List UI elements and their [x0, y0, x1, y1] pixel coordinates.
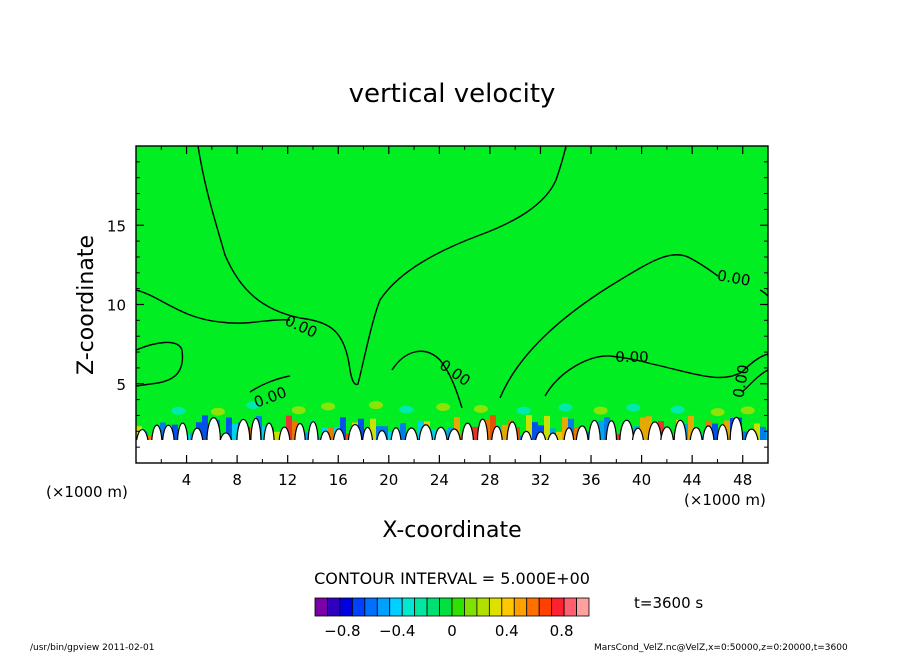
contour-line — [249, 375, 291, 393]
colorbar-swatch — [401, 597, 416, 617]
field-cell — [202, 415, 208, 455]
x-axis: 4 8 12 16 20 24 28 32 36 40 44 48 — [160, 146, 752, 489]
footer-right: MarsCond_VelZ.nc@VelZ,x=0:50000,z=0:2000… — [594, 643, 848, 653]
colorbar-swatch — [476, 597, 490, 617]
field-blob — [516, 406, 531, 415]
x-tick-label: 16 — [329, 471, 348, 489]
colorbar-swatch — [451, 597, 465, 617]
x-axis-label: X-coordinate — [382, 518, 521, 543]
field-cell — [502, 424, 508, 455]
field-blob — [399, 405, 414, 414]
field-blob — [291, 406, 306, 415]
y-tick-label: 5 — [116, 376, 126, 394]
field-cell — [370, 418, 376, 455]
colorbar-tick-label: −0.8 — [324, 622, 360, 640]
contour-line — [136, 341, 184, 387]
field-blob — [321, 402, 336, 411]
colorbar-swatch — [526, 597, 540, 617]
field-blob — [210, 407, 225, 416]
field-blob — [171, 406, 186, 415]
field-blob — [436, 403, 451, 412]
footer-left: /usr/bin/gpview 2011-02-01 — [30, 643, 154, 653]
field-blob — [710, 408, 725, 417]
contour-line — [136, 289, 291, 324]
field-blob — [368, 401, 383, 410]
field-blob — [593, 406, 608, 415]
x-tick-label: 28 — [480, 471, 499, 489]
x-tick-label: 12 — [278, 471, 297, 489]
colorbar-ticks: −0.8 −0.4 0 0.4 0.8 — [324, 622, 573, 640]
colorbar-swatch — [563, 597, 577, 617]
colorbar-swatch — [501, 597, 515, 617]
field-blob — [558, 403, 573, 412]
colorbar-tick-label: −0.4 — [379, 622, 415, 640]
contour-line — [544, 355, 653, 397]
y-tick-label: 10 — [107, 297, 126, 315]
colorbar-swatch — [464, 597, 478, 617]
colorbar-swatch — [551, 597, 565, 617]
contour-label: 0.00 — [716, 266, 752, 290]
colorbar-swatch — [414, 597, 428, 617]
colorbar-tick-label: 0 — [447, 622, 457, 640]
colorbar-swatch — [538, 597, 553, 617]
x-unit-right: (×1000 m) — [684, 491, 766, 509]
x-tick-label: 44 — [683, 471, 702, 489]
field-cell — [400, 423, 406, 455]
contour-lines — [136, 146, 768, 409]
field-cell — [544, 415, 550, 455]
contour-interval-text: CONTOUR INTERVAL = 5.000E+00 — [314, 569, 590, 588]
contour-label: 0.00 — [729, 363, 753, 399]
colorbar-swatch — [576, 597, 590, 617]
x-tick-label: 32 — [531, 471, 550, 489]
colorbar-swatch — [488, 597, 503, 617]
field-background — [136, 146, 768, 463]
colorbar-swatch — [364, 597, 378, 617]
colorbar-tick-label: 0.4 — [495, 622, 519, 640]
colorbar-swatch — [513, 597, 528, 617]
colorbar — [314, 597, 590, 617]
colorbar-swatch — [314, 597, 328, 617]
colorbar-tick-label: 0.8 — [550, 622, 574, 640]
y-axis-label: Z-coordinate — [74, 235, 99, 375]
colorbar-swatch — [426, 597, 440, 617]
x-tick-label: 4 — [182, 471, 192, 489]
chart-title: vertical velocity — [349, 79, 556, 109]
time-label: t=3600 s — [634, 594, 703, 612]
x-tick-label: 24 — [430, 471, 449, 489]
colorbar-swatch — [376, 597, 391, 617]
field-cell — [598, 420, 604, 455]
x-tick-label: 36 — [581, 471, 600, 489]
field-cell — [532, 422, 538, 455]
field-blob — [670, 405, 685, 414]
x-tick-label: 8 — [232, 471, 242, 489]
contour-label: 0.00 — [615, 348, 648, 366]
colorbar-swatch — [339, 597, 353, 617]
field-cell — [712, 423, 718, 455]
colorbar-swatch — [439, 597, 453, 617]
colorbar-swatch — [327, 597, 341, 617]
contour-line — [651, 353, 768, 379]
x-tick-label: 48 — [733, 471, 752, 489]
colorbar-swatch — [389, 597, 403, 617]
y-axis: 5 10 15 — [107, 161, 768, 448]
field-blob — [246, 401, 261, 410]
contour-line — [499, 254, 719, 399]
contour-line — [197, 146, 567, 386]
field-cell — [232, 423, 238, 455]
y-tick-label: 15 — [107, 217, 126, 235]
x-tick-label: 20 — [379, 471, 398, 489]
contour-line — [741, 369, 768, 393]
colorbar-swatch — [351, 597, 366, 617]
surface-layer-base — [136, 440, 768, 463]
field-blob — [473, 404, 488, 413]
plot-area — [136, 146, 768, 463]
x-tick-label: 40 — [632, 471, 651, 489]
field-blob — [740, 406, 755, 415]
contour-line — [391, 350, 463, 409]
x-unit-left: (×1000 m) — [46, 483, 128, 501]
field-blob — [626, 403, 641, 412]
field-cell — [172, 424, 178, 455]
